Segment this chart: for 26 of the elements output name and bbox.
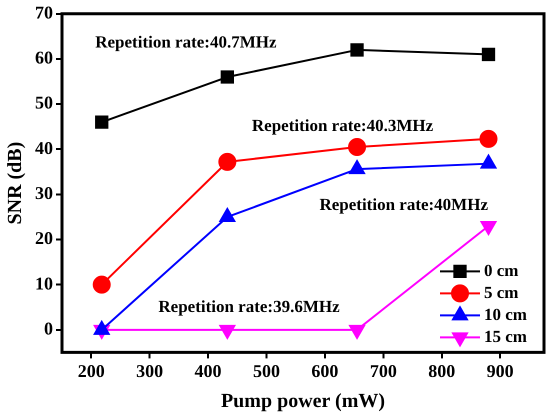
x-tick-label: 800 [428, 360, 456, 381]
y-tick-label: 0 [44, 318, 53, 338]
x-tick-label: 300 [136, 360, 164, 381]
legend-label: 5 cm [484, 282, 518, 302]
x-tick-label: 900 [486, 360, 514, 381]
legend-label: 15 cm [484, 326, 527, 346]
x-tick-label: 700 [370, 360, 397, 381]
x-tick-label: 200 [78, 360, 105, 381]
annotation: Repetition rate:40.3MHz [252, 116, 434, 135]
x-tick-label: 600 [311, 360, 338, 381]
y-tick-label: 60 [35, 48, 53, 68]
annotation: Repetition rate:39.6MHz [158, 296, 340, 316]
x-tick-label: 500 [252, 360, 280, 381]
legend-label: 0 cm [484, 260, 518, 280]
y-axis-title: SNR (dB) [4, 142, 26, 224]
y-tick-label: 20 [35, 228, 53, 248]
x-tick-label: 400 [194, 360, 222, 381]
y-tick-label: 10 [35, 273, 53, 294]
legend-label: 10 cm [484, 304, 527, 324]
y-tick-label: 40 [35, 138, 53, 158]
y-tick-label: 70 [35, 2, 53, 22]
annotation: Repetition rate:40MHz [319, 195, 488, 214]
y-tick-label: 50 [35, 92, 53, 113]
y-tick-label: 30 [35, 183, 53, 204]
annotation: Repetition rate:40.7MHz [95, 32, 277, 52]
x-axis-title: Pump power (mW) [220, 390, 386, 412]
